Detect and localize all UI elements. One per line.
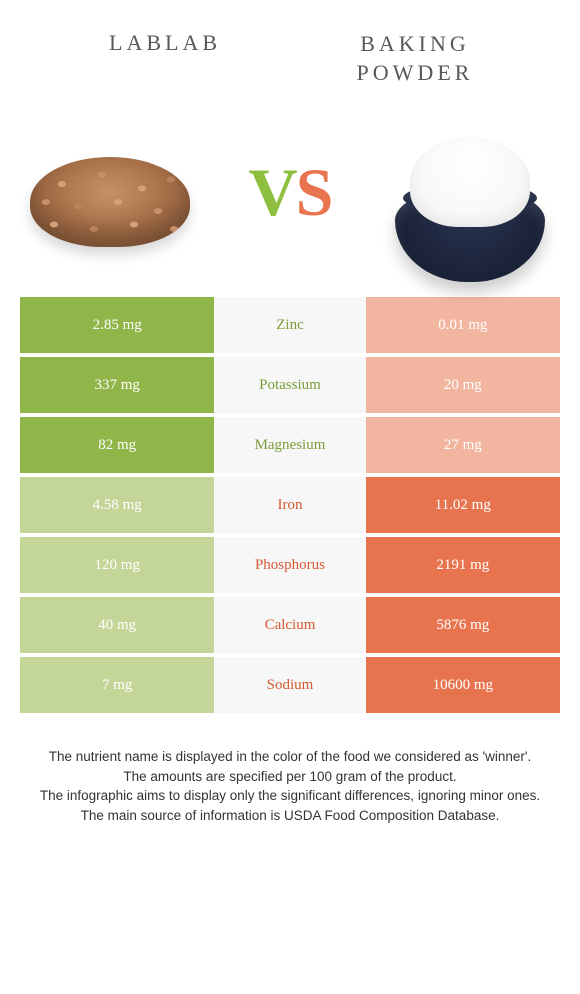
table-row: 2.85 mgZinc0.01 mg: [20, 297, 560, 353]
left-value: 4.58 mg: [20, 477, 214, 533]
footer-line-1: The nutrient name is displayed in the co…: [20, 747, 560, 767]
nutrient-name: Potassium: [214, 357, 365, 413]
left-value: 40 mg: [20, 597, 214, 653]
right-value: 11.02 mg: [366, 477, 560, 533]
footer-line-2: The amounts are specified per 100 gram o…: [20, 767, 560, 787]
vs-s: S: [296, 154, 332, 230]
nutrient-name: Sodium: [214, 657, 365, 713]
left-value: 120 mg: [20, 537, 214, 593]
right-value: 0.01 mg: [366, 297, 560, 353]
table-row: 82 mgMagnesium27 mg: [20, 417, 560, 473]
vs-v: V: [249, 154, 296, 230]
right-value: 10600 mg: [366, 657, 560, 713]
left-value: 7 mg: [20, 657, 214, 713]
nutrient-name: Iron: [214, 477, 365, 533]
left-value: 2.85 mg: [20, 297, 214, 353]
right-value: 27 mg: [366, 417, 560, 473]
baking-powder-image: [380, 117, 560, 267]
nutrient-table: 2.85 mgZinc0.01 mg337 mgPotassium20 mg82…: [20, 297, 560, 713]
right-value: 5876 mg: [366, 597, 560, 653]
nutrient-name: Zinc: [214, 297, 365, 353]
header: LABLAB BAKINGPOWDER: [0, 0, 580, 97]
title-right: BAKINGPOWDER: [290, 30, 540, 87]
table-row: 7 mgSodium10600 mg: [20, 657, 560, 713]
left-value: 337 mg: [20, 357, 214, 413]
right-value: 20 mg: [366, 357, 560, 413]
nutrient-name: Calcium: [214, 597, 365, 653]
footer-line-3: The infographic aims to display only the…: [20, 786, 560, 806]
table-row: 120 mgPhosphorus2191 mg: [20, 537, 560, 593]
footer-notes: The nutrient name is displayed in the co…: [0, 717, 580, 825]
title-right-text: BAKINGPOWDER: [357, 31, 474, 85]
table-row: 337 mgPotassium20 mg: [20, 357, 560, 413]
footer-line-4: The main source of information is USDA F…: [20, 806, 560, 826]
table-row: 40 mgCalcium5876 mg: [20, 597, 560, 653]
title-left: LABLAB: [40, 30, 290, 87]
nutrient-name: Phosphorus: [214, 537, 365, 593]
right-value: 2191 mg: [366, 537, 560, 593]
left-value: 82 mg: [20, 417, 214, 473]
hero: VS: [0, 97, 580, 297]
vs-label: VS: [249, 153, 332, 232]
nutrient-name: Magnesium: [214, 417, 365, 473]
table-row: 4.58 mgIron11.02 mg: [20, 477, 560, 533]
lablab-image: [20, 117, 200, 267]
